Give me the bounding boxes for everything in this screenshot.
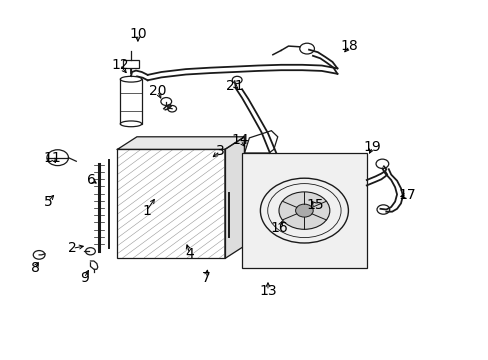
Bar bbox=[117, 149, 224, 258]
Text: 20: 20 bbox=[148, 84, 166, 98]
Text: 7: 7 bbox=[202, 271, 210, 285]
Circle shape bbox=[278, 192, 329, 229]
Text: 11: 11 bbox=[44, 152, 61, 165]
Text: 14: 14 bbox=[231, 134, 249, 147]
Ellipse shape bbox=[120, 121, 142, 127]
Text: 8: 8 bbox=[31, 261, 40, 275]
Text: 9: 9 bbox=[80, 271, 88, 285]
Text: 19: 19 bbox=[363, 140, 381, 154]
Text: 15: 15 bbox=[306, 198, 324, 212]
Text: 10: 10 bbox=[129, 27, 146, 41]
Circle shape bbox=[295, 204, 313, 217]
Text: 17: 17 bbox=[397, 188, 415, 202]
Ellipse shape bbox=[120, 76, 142, 82]
Text: 3: 3 bbox=[215, 144, 224, 158]
Text: 2: 2 bbox=[68, 242, 77, 255]
Polygon shape bbox=[242, 153, 366, 268]
Polygon shape bbox=[117, 137, 244, 149]
Text: 13: 13 bbox=[259, 284, 276, 298]
Text: 6: 6 bbox=[87, 173, 96, 187]
Bar bbox=[120, 79, 142, 124]
Text: 16: 16 bbox=[270, 221, 288, 234]
Text: 4: 4 bbox=[185, 247, 194, 261]
Text: 21: 21 bbox=[225, 79, 243, 93]
Text: 1: 1 bbox=[142, 204, 151, 217]
Bar bbox=[123, 60, 139, 68]
Text: 12: 12 bbox=[111, 58, 128, 72]
Text: 18: 18 bbox=[340, 39, 358, 53]
Polygon shape bbox=[224, 137, 244, 258]
Text: 5: 5 bbox=[43, 195, 52, 208]
